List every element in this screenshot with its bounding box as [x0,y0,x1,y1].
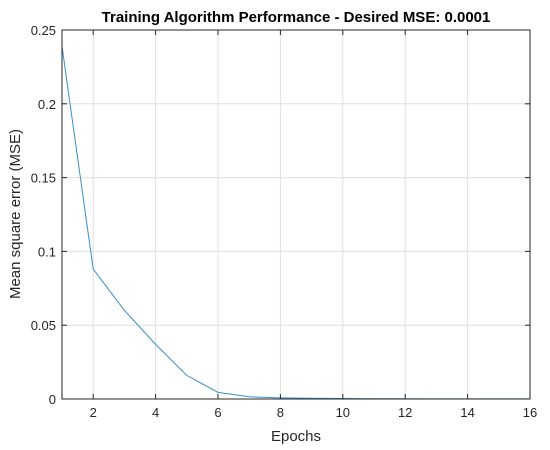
x-tick-label: 2 [90,405,97,420]
x-tick-labels: 2 4 6 8 10 12 14 16 [90,405,538,420]
chart-title: Training Algorithm Performance - Desired… [102,9,491,26]
x-tick-label: 4 [152,405,159,420]
y-tick-label: 0.15 [31,171,56,186]
y-tick-label: 0.2 [38,97,56,112]
x-tick-label: 6 [214,405,221,420]
plot-frame [61,29,531,400]
y-tick-labels: 0 0.05 0.1 0.15 0.2 0.25 [31,23,56,407]
y-axis-label: Mean square error (MSE) [7,129,24,299]
y-tick-label: 0 [49,392,56,407]
y-tick-label: 0.1 [38,244,56,259]
x-tick-label: 16 [523,405,537,420]
x-tick-label: 8 [277,405,284,420]
plot-area [62,30,530,399]
x-tick-label: 10 [336,405,350,420]
x-axis-label: Epochs [271,428,321,445]
y-tick-label: 0.25 [31,23,56,38]
ticks [62,29,531,400]
x-tick-label: 12 [398,405,412,420]
x-tick-label: 14 [460,405,474,420]
y-tick-label: 0.05 [31,318,56,333]
